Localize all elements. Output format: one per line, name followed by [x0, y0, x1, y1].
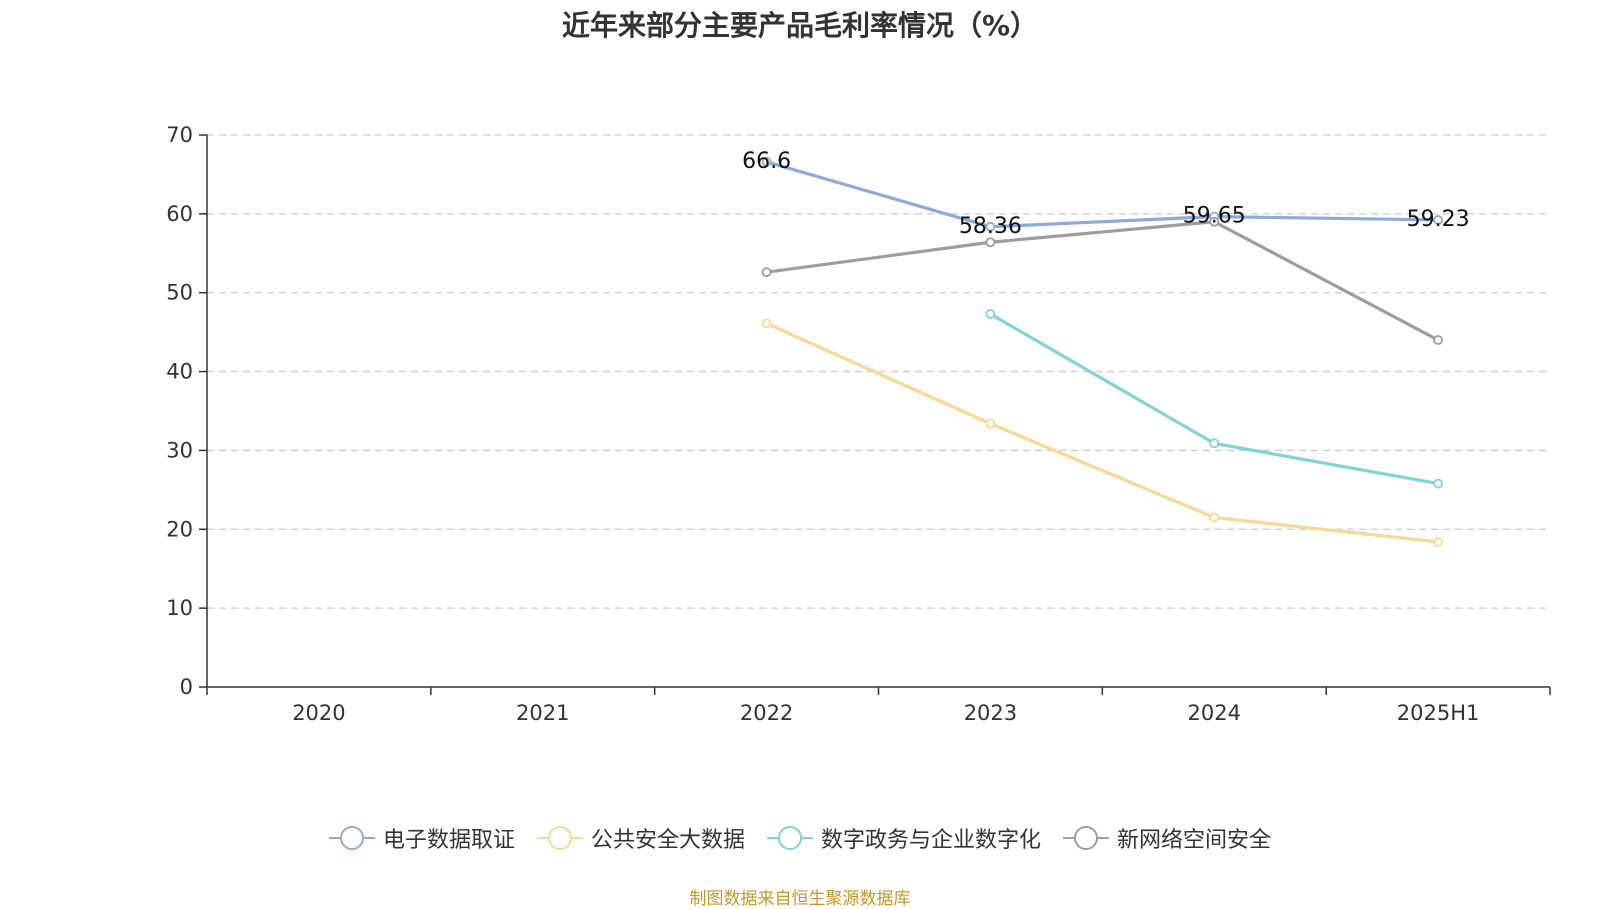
series-0-point-5	[1433, 215, 1443, 225]
chart-title: 近年来部分主要产品毛利率情况（%）	[561, 9, 1039, 42]
legend-swatch-icon	[767, 826, 813, 850]
series-line-3	[766, 220, 1439, 342]
series-line-2	[989, 312, 1439, 486]
series-line-1	[765, 322, 1439, 544]
x-tick-label-4: 2024	[1188, 701, 1241, 725]
legend-item-1[interactable]: 公共安全大数据	[536, 822, 745, 854]
series-0-label-5: 59.23	[1407, 207, 1470, 232]
series-0-label-2: 66.6	[742, 149, 791, 174]
y-tick-label-6: 60	[166, 202, 193, 226]
legend-label: 公共安全大数据	[590, 828, 745, 853]
series-3-point-5	[1433, 335, 1443, 345]
series-0-point-3	[985, 221, 996, 232]
y-tick-label-0: 0	[180, 675, 193, 699]
y-tick-label-1: 10	[166, 596, 193, 620]
series-0-label-4: 59.65	[1183, 204, 1246, 229]
series-3-point-3	[985, 237, 996, 248]
series-0-label-3: 58.36	[959, 214, 1022, 239]
x-tick-label-5: 2025H1	[1397, 701, 1480, 725]
series-3-point-4	[1209, 216, 1220, 227]
series-2-point-5	[1433, 478, 1443, 489]
legend-item-3[interactable]: 新网络空间安全	[1063, 822, 1271, 854]
series-3-point-2	[761, 267, 772, 278]
series-0-point-2	[761, 156, 772, 167]
x-tick-label-2: 2022	[740, 701, 793, 725]
series-1-point-3	[985, 418, 996, 429]
x-tick-label-1: 2021	[516, 701, 569, 725]
y-tick-label-7: 70	[166, 123, 193, 147]
legend-item-2[interactable]: 数字政务与企业数字化	[767, 822, 1041, 854]
axes: 0 10 20 30 40 50 60 70 2020 2021 2022 2023 2024 2025H…	[166, 123, 1551, 725]
series-2-point-4	[1209, 438, 1220, 449]
x-tick-label-3: 2023	[964, 701, 1017, 725]
grid-lines	[207, 134, 1550, 609]
y-tick-label-5: 50	[166, 281, 193, 305]
series-1-point-2	[761, 318, 772, 329]
legend: 电子数据取证 公共安全大数据 数字政务与企业数字化 新网络空间安全	[0, 822, 1600, 854]
legend-swatch-icon	[536, 826, 583, 850]
legend-item-0[interactable]: 电子数据取证	[328, 822, 515, 854]
legend-swatch-icon	[1063, 826, 1110, 850]
line-chart: 0 10 20 30 40 50 60 70 2020 2021 2022 2023 2024 2025H…	[166, 123, 1551, 725]
legend-label: 数字政务与企业数字化	[821, 828, 1042, 853]
legend-swatch-icon	[328, 826, 375, 850]
x-tick-label-0: 2020	[292, 701, 345, 725]
y-tick-label-4: 40	[166, 360, 193, 384]
series-1-point-4	[1209, 512, 1220, 523]
series-lines	[761, 156, 1443, 547]
data-labels: 66.6 58.36 59.65 59.23	[742, 149, 1469, 239]
y-tick-label-3: 30	[166, 438, 193, 462]
legend-label: 电子数据取证	[382, 828, 515, 853]
series-1-point-5	[1433, 537, 1443, 547]
source-note: 制图数据来自恒生聚源数据库	[689, 889, 911, 909]
y-tick-label-2: 20	[166, 517, 193, 541]
legend-label: 新网络空间安全	[1117, 828, 1272, 853]
series-line-0	[766, 160, 1439, 229]
series-2-point-3	[985, 309, 996, 319]
